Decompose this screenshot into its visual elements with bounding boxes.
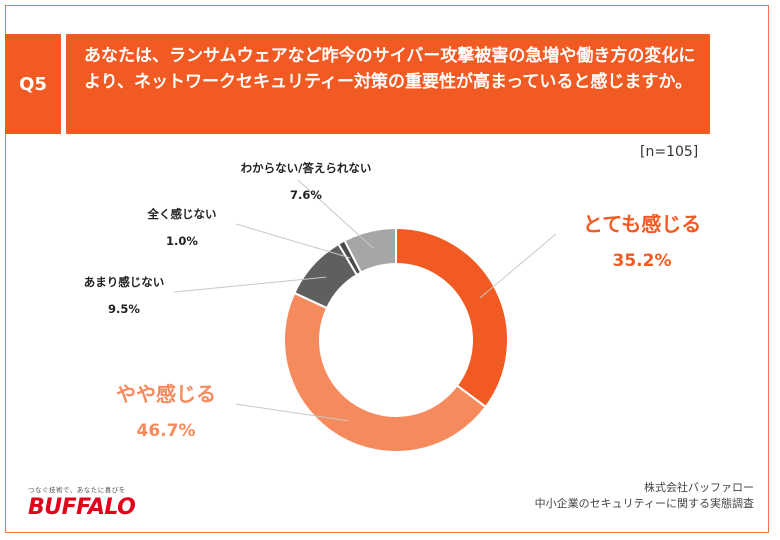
label-strongly-value: 35.2%: [612, 251, 672, 271]
source-survey: 中小企業のセキュリティーに関する実態調査: [534, 497, 754, 510]
label-somewhat-value: 46.7%: [136, 421, 196, 441]
label-dont-know-value: 7.6%: [290, 188, 322, 202]
label-dont-know: わからない/答えられない 7.6%: [226, 160, 386, 202]
leader-dont-know: [297, 179, 375, 250]
logo-text: BUFFALO: [28, 495, 136, 520]
label-not-much: あまり感じない 9.5%: [74, 274, 174, 316]
source-company: 株式会社バッファロー: [644, 481, 754, 494]
leader-not-at-all: [235, 223, 351, 259]
label-strongly: とても感じる 35.2%: [562, 208, 722, 271]
leader-not-much: [173, 276, 327, 293]
source-note: 株式会社バッファロー 中小企業のセキュリティーに関する実態調査: [535, 480, 754, 512]
label-somewhat: やや感じる 46.7%: [96, 378, 236, 441]
label-strongly-name: とても感じる: [582, 212, 702, 236]
sample-size: [n=105]: [640, 144, 699, 160]
label-not-at-all: 全く感じない 1.0%: [132, 206, 232, 248]
slice-somewhat: [283, 291, 488, 453]
label-not-much-value: 9.5%: [108, 302, 140, 316]
label-somewhat-name: やや感じる: [116, 382, 216, 406]
label-not-much-name: あまり感じない: [83, 275, 165, 289]
label-not-at-all-value: 1.0%: [166, 234, 198, 248]
question-text: あなたは、ランサムウェアなど昨今のサイバー攻撃被害の急増や働き方の変化により、ネ…: [66, 34, 710, 134]
label-dont-know-name: わからない/答えられない: [240, 161, 372, 175]
buffalo-logo: つなぐ技術で、あなたに喜びを BUFFALO: [28, 484, 136, 520]
slide-frame: [5, 5, 769, 533]
leader-somewhat: [235, 403, 348, 422]
label-not-at-all-name: 全く感じない: [147, 207, 217, 221]
leader-strongly: [479, 233, 557, 299]
slice-strongly: [395, 226, 509, 409]
logo-tagline: つなぐ技術で、あなたに喜びを: [28, 486, 126, 494]
question-number: Q5: [5, 34, 61, 134]
